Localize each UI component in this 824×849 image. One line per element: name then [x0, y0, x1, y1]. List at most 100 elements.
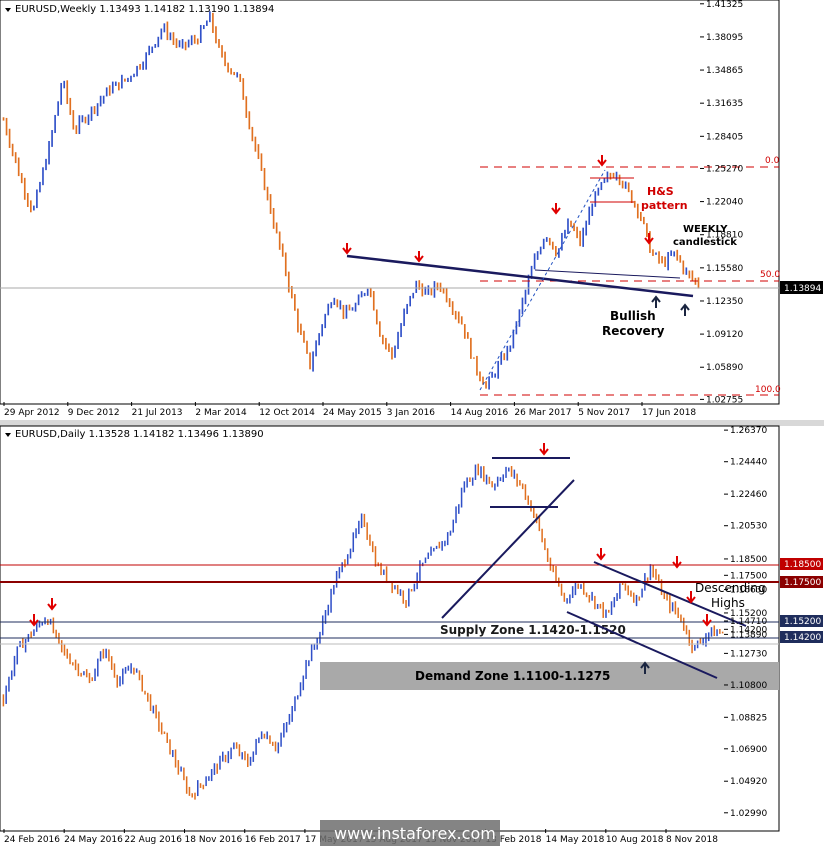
weekly-up-arrows	[651, 295, 690, 316]
y-tick-label: 1.04920	[730, 777, 767, 787]
red-arrow-down	[596, 548, 606, 561]
weekly-price-tag	[780, 281, 823, 294]
x-tick-label: 22 Aug 2016	[124, 835, 182, 845]
hs-label: H&S	[647, 185, 674, 198]
recovery-label: Recovery	[602, 324, 665, 338]
candlestick-label: candlestick	[673, 237, 737, 248]
x-tick-label: 26 Mar 2017	[514, 408, 571, 418]
y-tick-label: 1.06900	[730, 745, 767, 755]
y-tick-label: 1.15580	[706, 264, 743, 274]
highs-label: Highs	[711, 596, 745, 610]
tag-1-15200	[780, 615, 823, 627]
weekly-x-ticks: 29 Apr 2012 9 Dec 2012 21 Jul 2013 2 Mar 20…	[3, 402, 696, 418]
y-tick-label: 1.10800	[730, 681, 767, 691]
x-tick-label: 9 Dec 2012	[68, 408, 120, 418]
red-arrow-down	[702, 614, 712, 627]
weekly-label: WEEKLY	[683, 224, 728, 235]
daily-y-ticks: 1.26370 1.24440 1.22460 1.20530 1.18500 1.175…	[724, 426, 767, 819]
dark-arrow-up	[680, 303, 690, 316]
weekly-trend-thin	[534, 269, 681, 279]
hs-pattern-label: pattern	[641, 199, 688, 212]
weekly-plot-area	[0, 0, 780, 405]
y-tick-label: 1.38095	[706, 33, 743, 43]
x-tick-label: 16 Feb 2017	[245, 835, 301, 845]
y-tick-label: 1.26370	[730, 426, 767, 436]
red-arrow-down	[414, 251, 424, 263]
descending-label: Descending	[695, 581, 766, 595]
x-tick-label: 14 May 2018	[546, 835, 605, 845]
weekly-y-ticks: 1.41325 1.38095 1.34865 1.31635 1.28405 1.252…	[700, 0, 743, 405]
y-tick-label: 1.34865	[706, 66, 743, 76]
y-tick-label: 1.18500	[730, 555, 767, 565]
y-tick-label: 1.15200	[730, 609, 767, 619]
daily-red-arrows	[29, 443, 712, 627]
y-tick-label: 1.25270	[706, 164, 743, 174]
y-tick-label: 1.24440	[730, 458, 767, 468]
y-tick-label: 1.16630	[730, 586, 767, 596]
x-tick-label: 12 Oct 2014	[259, 408, 315, 418]
x-tick-label: 24 May 2016	[64, 835, 123, 845]
red-arrow-down	[539, 443, 549, 456]
y-tick-label: 1.02755	[706, 395, 743, 405]
red-arrow-down	[672, 556, 682, 569]
daily-plot-area	[0, 425, 780, 832]
y-tick-label: 1.02990	[730, 809, 767, 819]
y-tick-label: 1.41325	[706, 0, 743, 10]
watermark-text: www.instaforex.com	[334, 824, 496, 843]
weekly-rise-line	[479, 169, 606, 391]
channel-upper-line	[593, 561, 747, 627]
x-tick-label: 17 Jun 2018	[642, 408, 696, 418]
fib-100-label: 100.0	[755, 385, 781, 395]
x-tick-label: 14 Aug 2016	[451, 408, 509, 418]
channel-lower-line	[566, 611, 718, 679]
weekly-red-arrows	[342, 155, 654, 263]
tag-1-14200	[780, 631, 823, 643]
weekly-panel: 0.0 50.0 100.0 H&S pattern WEEKLY candle…	[0, 0, 823, 418]
red-arrow-down	[551, 203, 561, 215]
red-arrow-down	[47, 598, 57, 611]
dark-arrow-up	[640, 661, 650, 674]
demand-zone-label: Demand Zone 1.1100-1.1275	[415, 669, 610, 683]
panel-separator[interactable]	[0, 420, 824, 426]
x-tick-label: 18 Nov 2016	[185, 835, 243, 845]
red-arrow-down	[597, 155, 607, 167]
tag-1-17500	[780, 576, 823, 588]
y-tick-label: 1.17500	[730, 571, 767, 581]
rising-trendline	[441, 479, 575, 619]
x-tick-label: 8 Nov 2018	[666, 835, 718, 845]
red-arrow-down	[29, 614, 39, 627]
red-arrow-down	[342, 243, 352, 255]
x-tick-label: 29 Apr 2012	[4, 408, 60, 418]
y-tick-label: 1.14200	[730, 625, 767, 635]
y-tick-label: 1.12730	[730, 649, 767, 659]
tag-1-18500	[780, 558, 823, 570]
fib-50-label: 50.0	[760, 270, 780, 280]
y-tick-label: 1.08825	[730, 713, 767, 723]
y-tick-label: 1.31635	[706, 99, 743, 109]
y-tick-label: 1.12350	[706, 297, 743, 307]
red-arrow-down	[644, 233, 654, 245]
weekly-neckline	[346, 254, 694, 298]
y-tick-label: 1.05890	[706, 363, 743, 373]
tag-1-14200-text: 1.14200	[784, 633, 821, 643]
collapse-triangle-icon[interactable]	[5, 8, 11, 12]
tag-1-17500-text: 1.17500	[784, 578, 821, 588]
weekly-price-tag-text: 1.13894	[784, 284, 821, 294]
daily-title: EURUSD,Daily 1.13528 1.14182 1.13496 1.1…	[15, 429, 264, 440]
y-tick-label: 1.09120	[706, 330, 743, 340]
y-tick-label: 1.14710	[730, 617, 767, 627]
red-arrow-down	[686, 591, 696, 604]
x-tick-label: 3 Jan 2016	[387, 408, 435, 418]
y-tick-label: 1.20530	[730, 522, 767, 532]
bullish-label: Bullish	[610, 309, 656, 323]
x-tick-label: 24 May 2015	[323, 408, 382, 418]
y-tick-label: 1.28405	[706, 132, 743, 142]
x-tick-label: 10 Aug 2018	[606, 835, 664, 845]
x-tick-label: 13 Feb 2018	[485, 835, 541, 845]
y-tick-label: 1.18810	[706, 231, 743, 241]
weekly-title: EURUSD,Weekly 1.13493 1.14182 1.13190 1.…	[15, 4, 274, 15]
demand-zone	[320, 662, 779, 690]
tag-1-15200-text: 1.15200	[784, 617, 821, 627]
y-tick-label: 1.22460	[730, 490, 767, 500]
collapse-triangle-icon[interactable]	[5, 433, 11, 437]
